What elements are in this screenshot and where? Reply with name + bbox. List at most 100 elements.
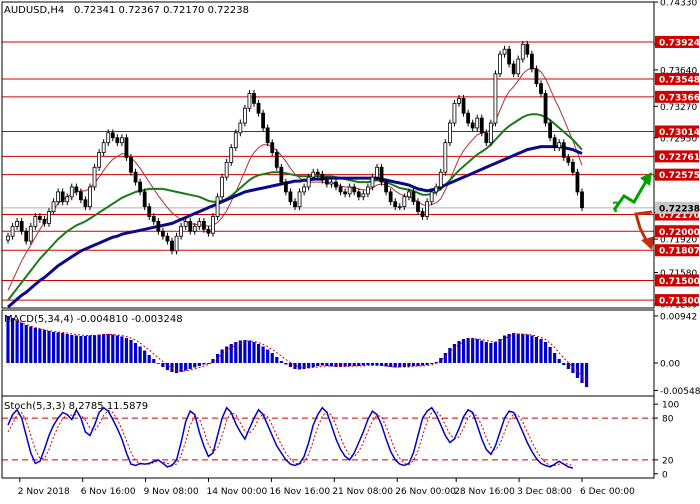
macd-bar [10,318,15,363]
candle-body [416,201,420,212]
x-axis-label: 3 Dec 08:00 [517,487,572,497]
macd-bar [156,363,160,364]
candle-body [97,152,102,168]
stoch-main-line [7,406,574,469]
macd-bar [83,336,88,363]
macd-bar [439,358,443,363]
candle-body [375,166,379,178]
macd-bar [47,331,51,363]
macd-bar [407,363,411,367]
candle-body [402,196,407,208]
candle-body [119,137,124,144]
candle-body [534,68,539,85]
macd-bar [384,363,388,367]
candle-body [352,186,357,193]
macd-bar [480,340,484,363]
candle-body [160,230,165,237]
price-axis-label: 0.73270 [660,103,697,113]
macd-bar [179,363,183,372]
macd-bar [297,363,302,370]
macd-bar [120,336,124,363]
level-price-tag [655,274,699,287]
panel-frame [1,395,655,479]
level-price-tag [655,35,699,48]
macd-bar [188,363,192,369]
macd-bar [165,363,170,370]
macd-bar [29,326,33,363]
candle-body [233,132,238,149]
macd-bar [307,363,311,368]
candle-body [293,201,297,208]
candle-body [6,235,10,241]
macd-bar [220,349,224,363]
macd-bar [375,363,379,366]
macd-bar [288,363,293,367]
candle-body [138,181,143,193]
macd-bar [143,350,147,363]
macd-bar [379,363,384,366]
candle-body [242,107,247,124]
macd-bar [584,363,589,388]
macd-bar [398,363,402,368]
candle-body [133,171,138,183]
macd-bar [548,347,552,363]
level-price-label: 0.72170 [659,211,700,221]
macd-bar [452,344,457,363]
candle-body [92,166,97,188]
macd-bar [61,333,65,363]
macd-bar [393,363,397,368]
x-axis-label: 16 Nov 16:00 [269,487,330,497]
level-price-label: 0.72761 [659,153,700,163]
macd-bar [243,340,247,363]
candle-body [129,157,133,173]
x-axis-label: 14 Nov 00:00 [207,487,268,497]
level-price-label: 0.71500 [659,277,700,287]
x-axis-label: 28 Nov 16:00 [454,487,515,497]
macd-bar [498,339,502,363]
macd-bar [197,363,201,366]
macd-axis-label: 0.00942 [660,312,697,322]
candle-body [561,142,566,158]
level-price-label: 0.73924 [659,38,700,48]
macd-bar [211,359,215,363]
candle-body [42,219,47,224]
candle-body [484,132,489,144]
x-axis-label: 6 Nov 16:00 [81,487,136,497]
macd-bar [51,332,56,363]
candle-body [165,235,170,242]
level-price-tag [655,244,699,257]
candle-body [570,161,575,173]
macd-bar [147,355,151,363]
candle-body [215,196,220,217]
macd-bar [102,334,106,363]
candle-body [60,191,65,203]
macd-bar [316,363,320,366]
macd-bar [106,334,110,363]
candle-body [411,191,416,203]
candle-body [47,211,51,224]
candle-body [192,225,197,232]
stoch-signal-line [7,409,574,467]
candle-body [379,166,384,183]
panel-frame [1,1,655,309]
candle-body [297,191,302,208]
bearish-scenario-arrow [634,210,653,245]
candle-body [211,216,215,234]
candle-body [475,117,480,129]
macd-bar [484,342,488,363]
candle-body [206,228,211,234]
candle-body [324,179,329,185]
level-price-tag [655,125,699,138]
candle-body [183,221,188,227]
macd-bar [20,323,24,363]
macd-bar [56,332,60,363]
level-price-tag [655,294,699,307]
candle-body [265,127,270,144]
price-axis-label: 0.71920 [660,236,697,246]
macd-bar [334,363,338,367]
macd-bar [489,343,493,363]
candle-body [320,173,325,181]
candle-body [65,196,70,203]
macd-bar [184,363,188,371]
